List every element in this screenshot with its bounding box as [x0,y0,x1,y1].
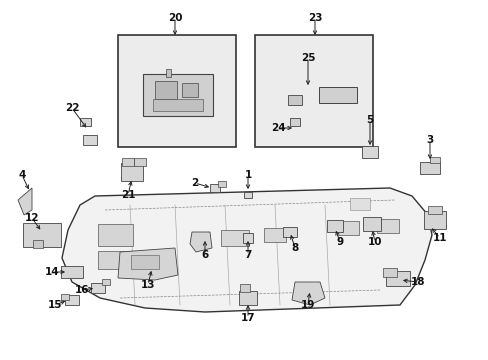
Text: 13: 13 [141,280,155,290]
Text: 2: 2 [191,178,198,188]
Polygon shape [62,188,431,312]
Bar [382,267,396,276]
Text: 20: 20 [167,13,182,23]
Text: 1: 1 [244,170,251,180]
Bar [240,284,249,292]
Bar [318,87,356,103]
Bar [419,162,439,174]
Text: 11: 11 [432,233,447,243]
Bar [165,69,170,77]
Bar [376,219,398,233]
Bar [218,181,225,187]
Bar [254,35,372,147]
Text: 21: 21 [121,190,135,200]
Bar [362,217,380,231]
Bar [221,230,248,246]
Polygon shape [291,282,325,305]
Bar [429,157,439,163]
Text: 17: 17 [240,313,255,323]
Bar [118,35,236,147]
Bar [264,228,285,242]
Bar [83,135,97,145]
Text: 15: 15 [48,300,62,310]
Text: 22: 22 [64,103,79,113]
Text: 24: 24 [270,123,285,133]
Bar [287,95,302,105]
Bar [423,211,445,229]
Bar [336,221,358,235]
Text: 7: 7 [244,250,251,260]
Bar [33,240,43,248]
Bar [326,220,342,232]
Bar [65,295,79,305]
Bar [102,279,110,285]
Bar [131,255,159,269]
Bar [283,227,296,237]
Bar [361,146,377,158]
Bar [239,291,257,305]
Bar [80,118,90,126]
Text: 16: 16 [75,285,89,295]
Bar [244,192,251,198]
Bar [121,163,142,181]
Text: 12: 12 [25,213,39,223]
Bar [155,81,177,99]
Polygon shape [190,232,212,252]
Bar [349,198,369,210]
Text: 23: 23 [307,13,322,23]
Bar [61,294,69,300]
Bar [243,233,252,243]
Text: 25: 25 [300,53,315,63]
Bar [97,251,132,269]
Bar [23,223,61,247]
Text: 3: 3 [426,135,433,145]
Bar [427,206,441,214]
Text: 8: 8 [291,243,298,253]
Bar [61,266,83,278]
Bar [153,99,203,111]
Text: 4: 4 [18,170,26,180]
Text: 10: 10 [367,237,382,247]
Bar [209,184,220,192]
Text: 18: 18 [410,277,425,287]
Bar [97,224,132,246]
Text: 14: 14 [44,267,59,277]
Bar [134,158,146,166]
Bar [91,283,105,293]
Bar [385,270,409,285]
Text: 19: 19 [300,300,315,310]
Polygon shape [118,248,178,280]
Bar [122,158,134,166]
Text: 5: 5 [366,115,373,125]
Bar [182,83,198,97]
Text: 9: 9 [336,237,343,247]
Bar [289,118,299,126]
Bar [142,74,213,116]
Polygon shape [18,188,32,215]
Text: 6: 6 [201,250,208,260]
